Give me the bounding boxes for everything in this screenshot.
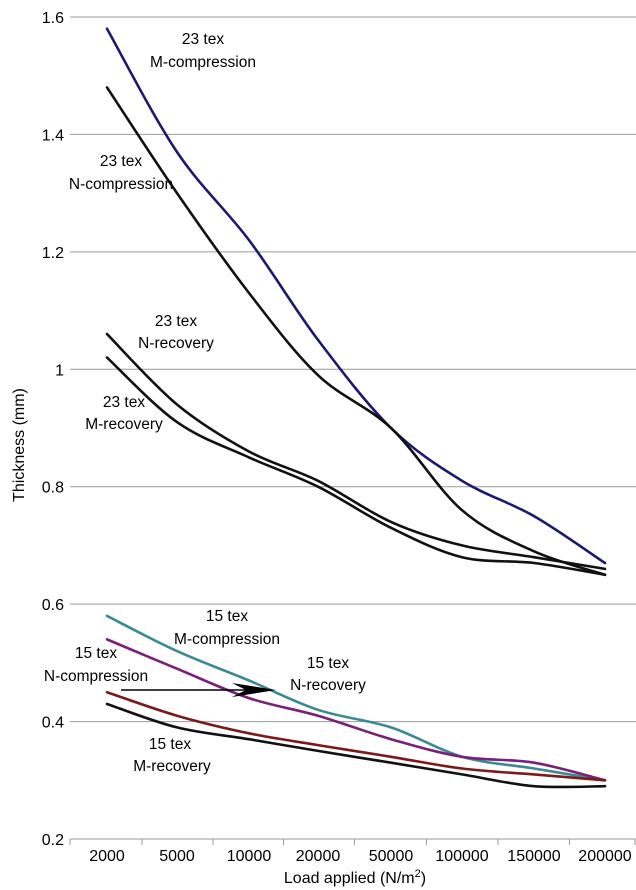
series-line-s23mc <box>105 27 607 565</box>
annotation-a23nr-line2: N-recovery <box>138 335 214 352</box>
x-tick-label: 20000 <box>296 848 341 865</box>
series-lines <box>105 27 607 789</box>
series-line-s15nc <box>105 690 607 782</box>
y-tick-label: 1.2 <box>42 245 64 262</box>
arrow-head <box>232 683 276 697</box>
annotation-a15nc-line2: N-compression <box>44 668 148 685</box>
annotation-arrow <box>121 683 276 697</box>
annotation-a23nc-line2: N-compression <box>69 176 173 193</box>
y-tick-label: 0.6 <box>42 597 64 614</box>
annotation-a15mr-line2: M-recovery <box>133 758 211 775</box>
gridlines <box>70 16 636 840</box>
x-tick-label: 50000 <box>369 848 414 865</box>
series-line-s23mr <box>105 356 607 577</box>
x-axis-title-main: Load applied (N/m <box>284 870 415 887</box>
x-tick-label: 10000 <box>227 848 272 865</box>
x-tick-label: 2000 <box>89 848 125 865</box>
series-line-s23nr <box>105 332 607 571</box>
y-tick-labels: 0.2 0.4 0.6 0.8 1 1.2 1.4 1.6 <box>42 10 64 849</box>
y-tick-label: 0.4 <box>42 715 64 732</box>
annotation-a15mc-line1: 15 tex <box>206 608 248 625</box>
x-tick-label: 150000 <box>507 848 560 865</box>
annotation-a23mr-line1: 23 tex <box>103 394 145 411</box>
annotation-a23nr-line1: 23 tex <box>155 313 197 330</box>
x-axis-title: Load applied (N/m2) <box>284 868 426 887</box>
x-tick-label: 5000 <box>159 848 195 865</box>
annotation-a15nc-line1: 15 tex <box>75 645 117 662</box>
annotation-a23mc-line1: 23 tex <box>182 31 224 48</box>
y-axis-title: Thickness (mm) <box>11 388 28 502</box>
series-line-s23nc <box>105 86 607 577</box>
annotation-a15mc-line2: M-compression <box>174 631 280 648</box>
annotation-a15mr-line1: 15 tex <box>149 736 191 753</box>
y-tick-label: 1.6 <box>42 10 64 27</box>
series-line-s15mc <box>105 614 607 782</box>
y-tick-label: 0.8 <box>42 480 64 497</box>
x-tick-label: 200000 <box>578 848 631 865</box>
annotation-a15nr-line1: 15 tex <box>307 655 349 672</box>
annotation-a23mc-line2: M-compression <box>150 54 256 71</box>
series-line-s15mr <box>105 702 607 789</box>
series-line-s15nr <box>105 638 607 782</box>
series-annotations: 23 tex M-compression 23 tex N-compression 23… <box>44 31 366 775</box>
x-tick-marks <box>69 839 636 845</box>
y-tick-label: 1.4 <box>42 127 64 144</box>
x-tick-labels: 2000 5000 10000 20000 50000 100000 150000 20000… <box>89 848 632 865</box>
x-axis-title-end: ) <box>421 870 426 887</box>
y-tick-label: 1 <box>55 362 64 379</box>
y-tick-label: 0.2 <box>42 832 64 849</box>
annotation-a15nr-line2: N-recovery <box>290 677 366 694</box>
annotation-a23mr-line2: M-recovery <box>85 416 163 433</box>
x-tick-label: 100000 <box>435 848 488 865</box>
annotation-a23nc-line1: 23 tex <box>100 153 142 170</box>
x-axis-title-sup: 2 <box>415 868 421 880</box>
